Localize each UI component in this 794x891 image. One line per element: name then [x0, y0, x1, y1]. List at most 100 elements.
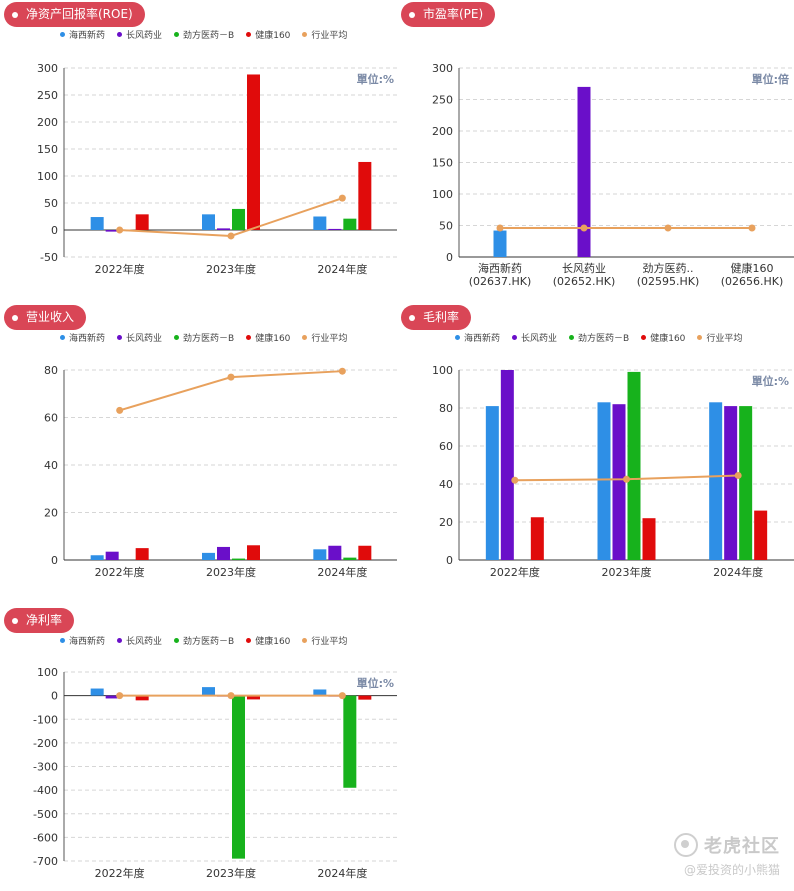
watermark-author: @爱投资的小熊猫	[683, 863, 780, 877]
legend-item-haixi[interactable]: 海西新药	[60, 331, 105, 344]
legend-item-jinfang[interactable]: 劲方医药－B	[174, 28, 234, 41]
pe-title: 市盈率(PE)	[423, 7, 484, 21]
bar-haixi	[202, 687, 215, 696]
y-tick-label: 150	[37, 143, 58, 156]
bar-jiankang	[358, 695, 372, 700]
gross-margin-legend[interactable]: 海西新药 长风药业 劲方医药－B 健康160 行业平均	[455, 331, 742, 344]
bar-haixi	[90, 217, 104, 230]
x-tick-label: 2024年度	[317, 262, 367, 276]
net-margin-title-badge: 净利率	[4, 608, 75, 633]
bar-jiankang	[358, 545, 372, 560]
legend-item-jiankang[interactable]: 健康160	[246, 634, 290, 647]
bar-changfeng	[328, 545, 342, 560]
legend-dot-icon	[60, 335, 65, 340]
roe-title-badge: 净资产回报率(ROE)	[4, 2, 145, 27]
average-point	[580, 224, 588, 232]
legend-item-average[interactable]: 行业平均	[302, 634, 347, 647]
bar-jiankang	[247, 74, 260, 230]
bar-changfeng	[105, 695, 119, 699]
legend-item-changfeng[interactable]: 长风药业	[117, 28, 162, 41]
legend-item-haixi[interactable]: 海西新药	[60, 634, 105, 647]
y-tick-label: 0	[51, 224, 58, 237]
revenue-legend[interactable]: 海西新药 长风药业 劲方医药－B 健康160 行业平均	[60, 331, 347, 344]
gross-margin-title-badge: 毛利率	[401, 305, 472, 330]
y-tick-label: 80	[439, 402, 453, 415]
legend-item-jiankang[interactable]: 健康160	[246, 331, 290, 344]
y-tick-label: 60	[439, 440, 453, 453]
legend-dot-icon	[302, 32, 308, 37]
y-tick-label: 0	[446, 251, 453, 264]
y-tick-label: 0	[51, 554, 58, 567]
bar-haixi	[202, 214, 215, 230]
y-tick-label: 100	[37, 666, 58, 679]
legend-dot-icon	[174, 32, 180, 37]
legend-item-average[interactable]: 行业平均	[302, 331, 347, 344]
legend-dot-icon	[455, 335, 460, 340]
legend-item-average[interactable]: 行业平均	[302, 28, 347, 41]
y-tick-label: -50	[40, 251, 58, 264]
legend-item-average[interactable]: 行业平均	[697, 331, 742, 344]
x-tick-label: 2023年度	[206, 866, 256, 880]
x-tick-label: (02595.HK)	[637, 275, 700, 288]
legend-item-changfeng[interactable]: 长风药业	[117, 634, 162, 647]
legend-item-changfeng[interactable]: 长风药业	[117, 331, 162, 344]
bar-haixi	[90, 555, 104, 560]
bar-haixi	[202, 552, 215, 560]
x-tick-label: 2022年度	[95, 866, 145, 880]
average-point	[338, 692, 346, 700]
y-tick-label: 40	[44, 459, 58, 472]
pe-title-badge: 市盈率(PE)	[401, 2, 496, 27]
legend-item-jiankang[interactable]: 健康160	[246, 28, 290, 41]
roe-chart: -50 0 50 100 150 200 250 300 單位:% 2022年度 2023年度 202…	[37, 62, 397, 276]
net-margin-legend[interactable]: 海西新药 长风药业 劲方医药－B 健康160 行业平均	[60, 634, 347, 647]
average-point	[116, 226, 124, 234]
unit-label: 單位:%	[357, 676, 394, 690]
y-tick-label: 300	[432, 62, 453, 75]
legend-dot-icon	[117, 335, 123, 340]
x-tick-label: 2022年度	[490, 565, 540, 579]
legend-item-jinfang[interactable]: 劲方医药－B	[569, 331, 629, 344]
revenue-title-badge: 营业收入	[4, 305, 87, 330]
roe-title: 净资产回报率(ROE)	[26, 7, 133, 21]
watermark: 老虎社区 @爱投资的小熊猫	[674, 832, 780, 878]
x-tick-label: 2024年度	[317, 866, 367, 880]
bar-jinfang	[343, 218, 357, 230]
legend-item-haixi[interactable]: 海西新药	[60, 28, 105, 41]
average-point	[116, 406, 124, 414]
legend-item-jinfang[interactable]: 劲方医药－B	[174, 331, 234, 344]
average-point	[734, 471, 742, 479]
bar-changfeng	[500, 370, 514, 560]
bar-jiankang	[135, 214, 149, 230]
legend-item-haixi[interactable]: 海西新药	[455, 331, 500, 344]
legend-item-jiankang[interactable]: 健康160	[641, 331, 685, 344]
average-point	[227, 692, 235, 700]
average-point	[748, 224, 756, 232]
bar-changfeng	[105, 230, 119, 232]
y-tick-label: 200	[432, 125, 453, 138]
bar-haixi	[485, 406, 499, 560]
bar-haixi	[90, 688, 104, 696]
y-tick-label: -300	[33, 761, 58, 774]
net-margin-chart: -700 -600 -500 -400 -300 -200 -100 0 100 單位:% 2022…	[33, 666, 397, 880]
x-tick-label: 2023年度	[602, 565, 652, 579]
legend-item-jinfang[interactable]: 劲方医药－B	[174, 634, 234, 647]
y-tick-label: -600	[33, 831, 58, 844]
x-tick-label: 2022年度	[95, 565, 145, 579]
y-tick-label: -200	[33, 737, 58, 750]
roe-legend[interactable]: 海西新药 长风药业 劲方医药－B 健康160 行业平均	[60, 28, 347, 41]
legend-item-changfeng[interactable]: 长风药业	[512, 331, 557, 344]
y-tick-label: 0	[446, 554, 453, 567]
bar-jinfang	[739, 406, 753, 560]
legend-dot-icon	[246, 638, 252, 643]
bullet-icon	[409, 11, 415, 18]
bar-changfeng	[328, 228, 342, 230]
bullet-icon	[12, 617, 18, 624]
average-point	[511, 476, 519, 484]
net-margin-title: 净利率	[26, 613, 63, 627]
legend-dot-icon	[302, 638, 308, 643]
gross-margin-chart: 0 20 40 60 80 100 單位:% 2022年度 2023年度 2024年度	[432, 364, 794, 579]
x-tick-label: 劲方医药..	[643, 261, 694, 275]
x-tick-label: 健康160	[731, 261, 774, 275]
bar-haixi	[709, 402, 723, 560]
legend-dot-icon	[174, 638, 180, 643]
